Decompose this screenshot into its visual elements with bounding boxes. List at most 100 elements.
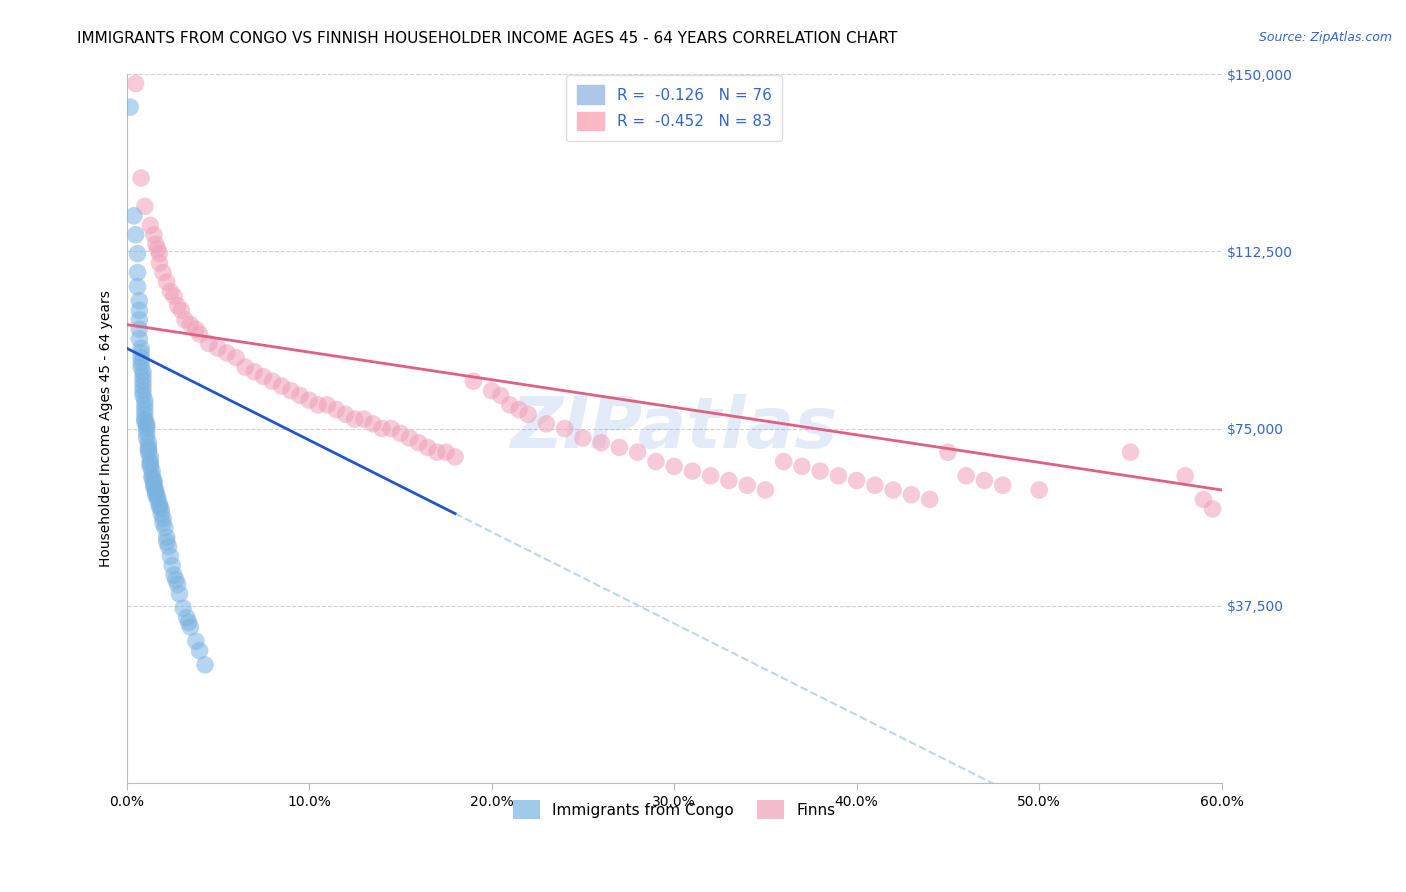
Point	[194, 657, 217, 672]
Point	[160, 558, 183, 573]
Point	[142, 474, 165, 488]
Point	[146, 490, 169, 504]
Point	[132, 374, 155, 388]
Point	[129, 360, 152, 375]
Point	[169, 587, 191, 601]
Point	[288, 388, 311, 402]
Point	[717, 474, 740, 488]
Point	[252, 369, 274, 384]
Point	[156, 530, 179, 544]
Point	[129, 346, 152, 360]
Point	[146, 242, 169, 256]
Point	[129, 341, 152, 355]
Point	[900, 488, 922, 502]
Point	[129, 355, 152, 369]
Point	[139, 457, 162, 471]
Point	[991, 478, 1014, 492]
Point	[148, 500, 170, 514]
Point	[371, 421, 394, 435]
Point	[120, 100, 142, 114]
Point	[138, 445, 160, 459]
Point	[148, 246, 170, 260]
Point	[138, 435, 160, 450]
Point	[489, 388, 512, 402]
Point	[138, 442, 160, 457]
Point	[139, 219, 162, 233]
Point	[389, 426, 412, 441]
Point	[152, 266, 174, 280]
Point	[179, 620, 201, 634]
Point	[134, 199, 156, 213]
Point	[170, 303, 193, 318]
Point	[128, 322, 150, 336]
Point	[135, 419, 157, 434]
Point	[174, 313, 197, 327]
Point	[135, 431, 157, 445]
Point	[298, 393, 321, 408]
Point	[681, 464, 703, 478]
Point	[233, 360, 256, 375]
Point	[148, 256, 170, 270]
Point	[936, 445, 959, 459]
Point	[662, 459, 685, 474]
Legend: Immigrants from Congo, Finns: Immigrants from Congo, Finns	[506, 794, 842, 825]
Point	[145, 488, 167, 502]
Point	[141, 471, 163, 485]
Point	[699, 468, 721, 483]
Point	[159, 285, 181, 299]
Point	[128, 332, 150, 346]
Point	[138, 441, 160, 455]
Point	[1174, 468, 1197, 483]
Point	[134, 414, 156, 428]
Point	[134, 393, 156, 408]
Point	[159, 549, 181, 563]
Point	[207, 341, 229, 355]
Point	[754, 483, 776, 497]
Point	[827, 468, 849, 483]
Point	[132, 369, 155, 384]
Point	[166, 577, 188, 591]
Point	[197, 336, 219, 351]
Point	[134, 398, 156, 412]
Point	[517, 408, 540, 422]
Point	[627, 445, 650, 459]
Point	[1028, 483, 1050, 497]
Point	[125, 77, 148, 91]
Point	[134, 408, 156, 422]
Point	[145, 483, 167, 497]
Point	[135, 417, 157, 431]
Point	[262, 374, 284, 388]
Point	[408, 435, 430, 450]
Point	[128, 293, 150, 308]
Point	[179, 318, 201, 332]
Point	[129, 351, 152, 365]
Point	[1201, 501, 1223, 516]
Point	[280, 384, 302, 398]
Point	[361, 417, 384, 431]
Text: Source: ZipAtlas.com: Source: ZipAtlas.com	[1258, 31, 1392, 45]
Point	[165, 573, 187, 587]
Point	[128, 303, 150, 318]
Point	[132, 379, 155, 393]
Point	[973, 474, 995, 488]
Point	[772, 455, 794, 469]
Point	[127, 266, 149, 280]
Point	[127, 279, 149, 293]
Point	[132, 388, 155, 402]
Point	[128, 313, 150, 327]
Point	[335, 408, 357, 422]
Point	[146, 492, 169, 507]
Point	[134, 402, 156, 417]
Point	[132, 384, 155, 398]
Point	[139, 450, 162, 464]
Point	[163, 568, 186, 582]
Point	[141, 468, 163, 483]
Point	[863, 478, 886, 492]
Point	[434, 445, 457, 459]
Point	[139, 459, 162, 474]
Point	[142, 475, 165, 490]
Point	[129, 171, 152, 186]
Point	[790, 459, 813, 474]
Point	[139, 455, 162, 469]
Point	[808, 464, 831, 478]
